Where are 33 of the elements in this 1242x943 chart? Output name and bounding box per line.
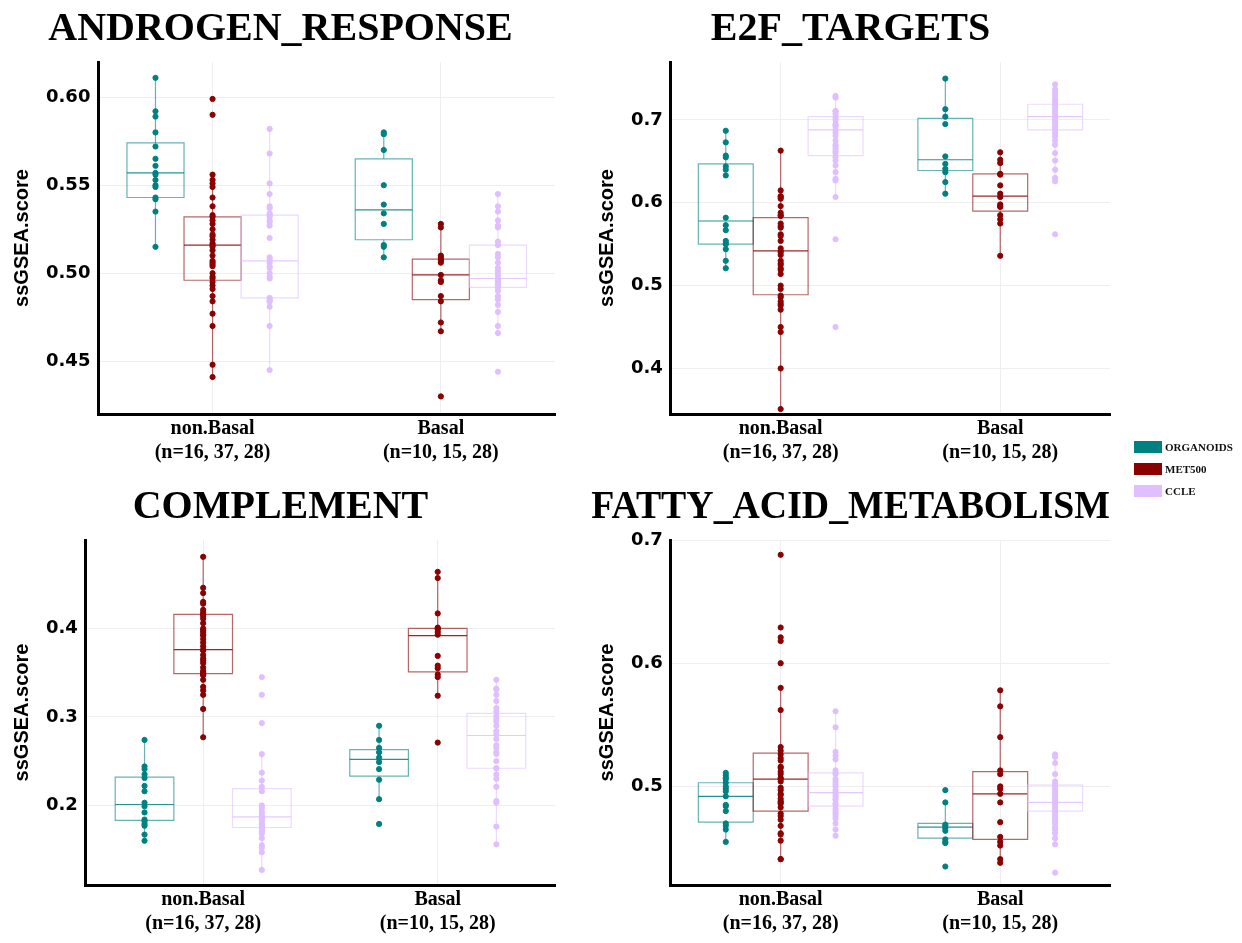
y-tick-label: 0.6 xyxy=(631,650,663,672)
y-tick-label: 0.60 xyxy=(45,84,91,106)
chart-title: ANDROGEN_RESPONSE xyxy=(48,4,513,50)
chart-title: COMPLEMENT xyxy=(132,482,429,528)
y-tick-label: 0.4 xyxy=(46,616,78,638)
y-tick-label: 0.55 xyxy=(45,172,91,194)
x-tick-label: Basal (n=10, 15, 28) xyxy=(382,416,499,464)
x-tick-label: Basal (n=10, 15, 28) xyxy=(942,887,1059,935)
y-axis-title: ssGSEA.score xyxy=(594,169,617,307)
y-axis-title: ssGSEA.score xyxy=(9,643,32,782)
y-tick-label: 0.6 xyxy=(631,190,663,212)
y-tick-label: 0.3 xyxy=(46,704,78,726)
legend-label: CCLE xyxy=(1165,485,1196,497)
x-tick-label: Basal (n=10, 15, 28) xyxy=(942,416,1059,464)
y-tick-label: 0.45 xyxy=(45,348,91,370)
y-tick-label: 0.7 xyxy=(631,107,663,129)
chart-title: E2F_TARGETS xyxy=(710,4,991,50)
y-tick-label: 0.4 xyxy=(631,356,663,378)
x-tick-label: non.Basal (n=16, 37, 28) xyxy=(154,416,271,464)
chart-title: FATTY_ACID_METABOLISM xyxy=(591,482,1110,527)
x-tick-label: non.Basal (n=16, 37, 28) xyxy=(145,887,262,935)
x-tick-label: Basal (n=10, 15, 28) xyxy=(379,887,496,935)
x-tick-label: non.Basal (n=16, 37, 28) xyxy=(722,887,839,935)
legend-label: ORGANOIDS xyxy=(1165,441,1233,453)
y-tick-label: 0.7 xyxy=(631,527,663,549)
y-tick-label: 0.50 xyxy=(45,260,91,282)
y-tick-label: 0.5 xyxy=(631,774,663,796)
y-tick-label: 0.2 xyxy=(46,793,78,815)
y-tick-label: 0.5 xyxy=(631,273,663,295)
x-tick-label: non.Basal (n=16, 37, 28) xyxy=(722,416,839,464)
y-axis-title: ssGSEA.score xyxy=(9,169,32,307)
legend-label: MET500 xyxy=(1165,463,1207,475)
y-axis-title: ssGSEA.score xyxy=(594,643,617,782)
